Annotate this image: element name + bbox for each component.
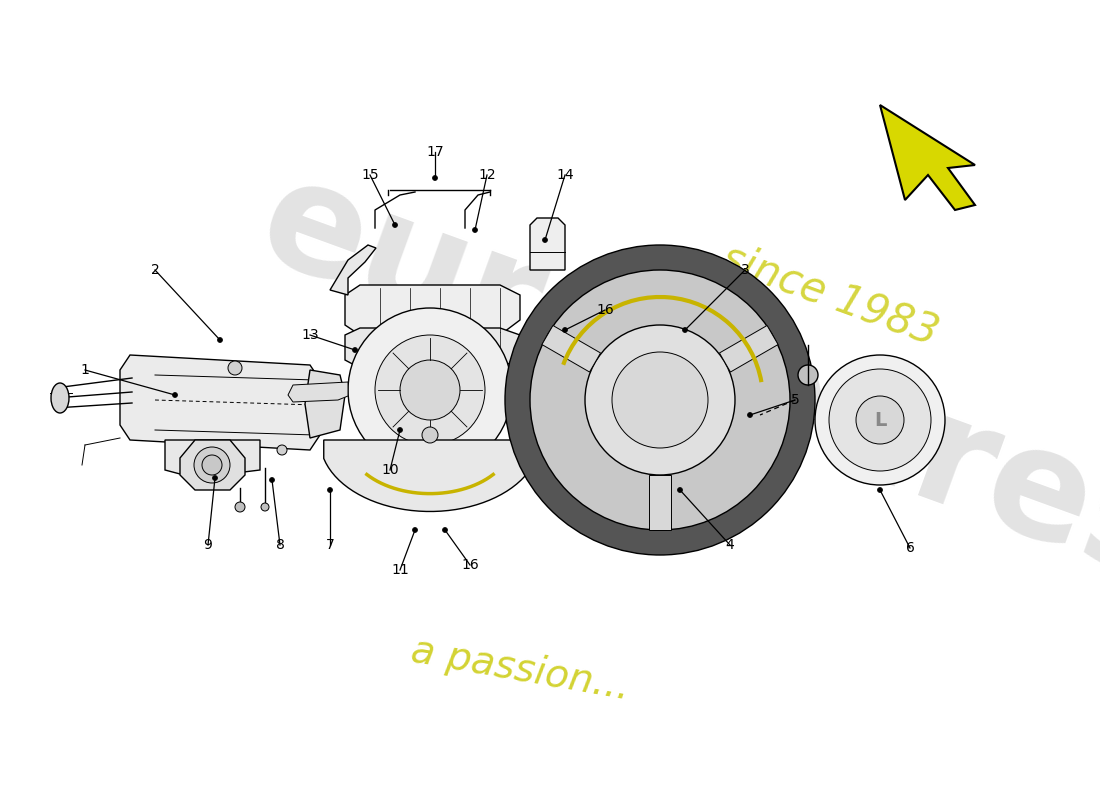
Circle shape — [505, 245, 815, 555]
Polygon shape — [323, 440, 537, 511]
Circle shape — [798, 365, 818, 385]
Text: 7: 7 — [326, 538, 334, 552]
Text: 13: 13 — [301, 328, 319, 342]
Polygon shape — [330, 245, 376, 295]
Circle shape — [277, 445, 287, 455]
Circle shape — [218, 338, 222, 342]
Polygon shape — [512, 384, 550, 398]
Circle shape — [422, 427, 438, 443]
Text: since 1983: since 1983 — [716, 236, 944, 354]
Polygon shape — [719, 326, 778, 372]
Text: 16: 16 — [461, 558, 478, 572]
Text: eurospares: eurospares — [241, 145, 1100, 615]
Text: 10: 10 — [382, 463, 399, 477]
Circle shape — [202, 455, 222, 475]
Text: 12: 12 — [478, 168, 496, 182]
Circle shape — [397, 427, 403, 433]
Circle shape — [442, 527, 448, 533]
Circle shape — [235, 502, 245, 512]
Circle shape — [856, 396, 904, 444]
Text: 6: 6 — [905, 541, 914, 555]
Polygon shape — [542, 326, 601, 372]
Text: 14: 14 — [557, 168, 574, 182]
Polygon shape — [180, 440, 245, 490]
Circle shape — [878, 487, 882, 493]
Text: 4: 4 — [726, 538, 735, 552]
Text: 15: 15 — [361, 168, 378, 182]
Circle shape — [261, 503, 270, 511]
Polygon shape — [165, 440, 260, 478]
Circle shape — [432, 175, 438, 181]
Circle shape — [400, 360, 460, 420]
Text: a passion...: a passion... — [408, 632, 632, 708]
Circle shape — [173, 393, 177, 398]
Circle shape — [612, 352, 708, 448]
Ellipse shape — [51, 383, 69, 413]
Circle shape — [212, 475, 218, 481]
Text: L: L — [873, 410, 887, 430]
Circle shape — [473, 227, 477, 233]
Circle shape — [530, 270, 790, 530]
Circle shape — [412, 527, 418, 533]
Circle shape — [748, 413, 752, 418]
Circle shape — [562, 327, 568, 333]
Circle shape — [393, 222, 397, 227]
Polygon shape — [649, 475, 671, 530]
Circle shape — [194, 447, 230, 483]
Polygon shape — [120, 355, 320, 450]
Circle shape — [585, 325, 735, 475]
Text: 9: 9 — [204, 538, 212, 552]
Text: 11: 11 — [392, 563, 409, 577]
Polygon shape — [880, 105, 975, 210]
Circle shape — [270, 478, 275, 482]
Circle shape — [348, 308, 512, 472]
Text: 8: 8 — [276, 538, 285, 552]
Polygon shape — [345, 328, 520, 368]
Circle shape — [228, 361, 242, 375]
Polygon shape — [305, 370, 345, 438]
Text: 5: 5 — [791, 393, 800, 407]
Circle shape — [542, 238, 548, 242]
Circle shape — [815, 355, 945, 485]
Text: 3: 3 — [740, 263, 749, 277]
Circle shape — [328, 487, 332, 493]
Circle shape — [352, 347, 358, 353]
Circle shape — [829, 369, 931, 471]
Polygon shape — [288, 382, 348, 402]
Circle shape — [682, 327, 688, 333]
Text: 16: 16 — [596, 303, 614, 317]
Circle shape — [375, 335, 485, 445]
Polygon shape — [530, 218, 565, 270]
Text: 17: 17 — [426, 145, 443, 159]
Text: 1: 1 — [80, 363, 89, 377]
Polygon shape — [345, 285, 520, 335]
Circle shape — [678, 487, 682, 493]
Text: 2: 2 — [151, 263, 160, 277]
